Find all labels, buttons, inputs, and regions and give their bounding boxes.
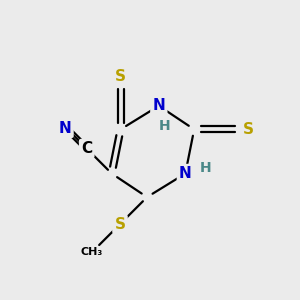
Text: S: S	[115, 69, 126, 84]
Text: H: H	[159, 119, 170, 134]
Text: S: S	[243, 122, 254, 137]
Text: C: C	[81, 141, 92, 156]
Text: N: N	[179, 166, 192, 181]
Text: S: S	[115, 217, 125, 232]
Text: H: H	[200, 161, 212, 175]
Text: N: N	[152, 98, 165, 113]
Text: CH₃: CH₃	[81, 247, 103, 257]
Text: N: N	[59, 121, 71, 136]
